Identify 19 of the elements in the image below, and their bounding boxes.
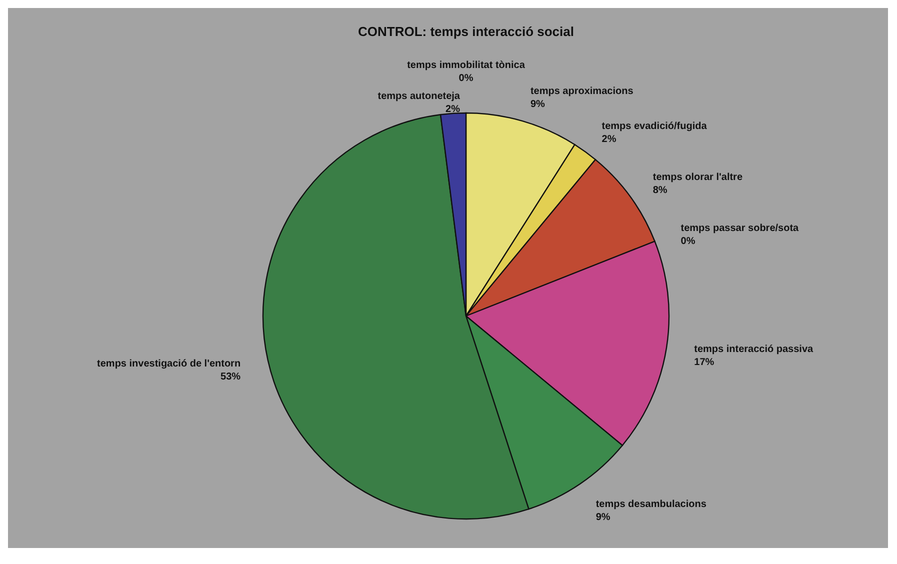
text: 0% (458, 73, 474, 84)
data-label: 9% (530, 99, 546, 110)
slice-label: temps interacció passiva (694, 344, 814, 356)
data-label: 17% (694, 357, 714, 368)
text: 0% (680, 236, 696, 247)
slice-label: temps evadició/fugida (602, 121, 708, 132)
chart-title: CONTROL: temps interacció social (358, 24, 574, 39)
category-label: temps immobilitat tònica (407, 60, 525, 71)
data-label: 53% (220, 371, 241, 382)
category-label: temps passar sobre/sota (680, 222, 799, 234)
slice-label: temps olorar l'altre (652, 172, 743, 184)
data-label: 2% (446, 104, 460, 115)
data-label: 2% (602, 134, 616, 146)
data-label: 9% (596, 512, 610, 524)
slice-label: temps investigació de l'entorn (97, 358, 241, 370)
data-label: 8% (652, 185, 668, 196)
slice-label: temps aproximacions (530, 86, 634, 98)
slice-label: temps desambulacions (596, 499, 707, 510)
slice-label: temps autoneteja (378, 91, 460, 102)
